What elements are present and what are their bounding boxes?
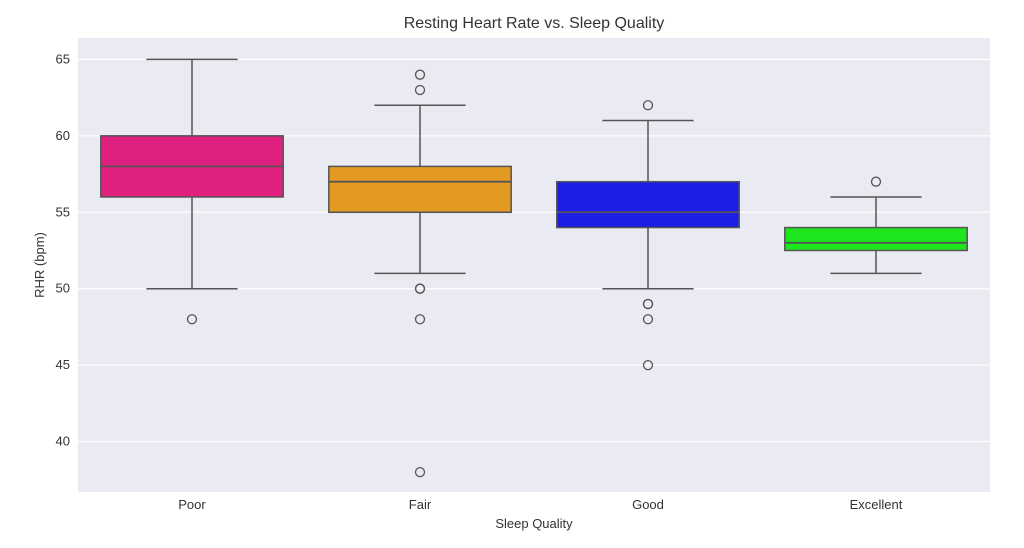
y-tick-label: 65 — [56, 51, 70, 66]
outlier-point — [414, 69, 426, 80]
outlier-point — [870, 176, 882, 187]
outlier-point — [414, 283, 426, 294]
iqr-box — [556, 180, 740, 229]
outlier-point — [642, 100, 654, 111]
box-poor — [100, 58, 284, 325]
x-tick-label: Excellent — [850, 497, 903, 512]
y-tick-label: 45 — [56, 357, 70, 372]
outlier-point — [414, 466, 426, 478]
x-tick-label: Poor — [178, 497, 206, 512]
y-tick-label: 60 — [56, 128, 70, 143]
plot-area — [78, 38, 990, 492]
outlier-point — [414, 84, 426, 96]
box-excellent — [784, 176, 968, 275]
outlier-point — [642, 359, 654, 371]
chart-title: Resting Heart Rate vs. Sleep Quality — [404, 15, 665, 32]
x-tick-label: Good — [632, 497, 664, 512]
y-tick-label: 55 — [56, 204, 70, 219]
outlier-point — [186, 314, 198, 325]
outlier-point — [642, 298, 654, 310]
iqr-box — [328, 165, 512, 214]
x-tick-label: Fair — [409, 497, 432, 512]
outlier-point — [414, 314, 426, 325]
y-axis-label: RHR (bpm) — [32, 232, 47, 298]
y-tick-label: 40 — [56, 434, 70, 449]
box-fair — [328, 69, 512, 478]
iqr-box — [784, 226, 968, 252]
box-good — [556, 100, 740, 371]
outlier-point — [642, 314, 654, 325]
y-tick-label: 50 — [56, 281, 70, 296]
x-axis-label: Sleep Quality — [495, 516, 573, 531]
